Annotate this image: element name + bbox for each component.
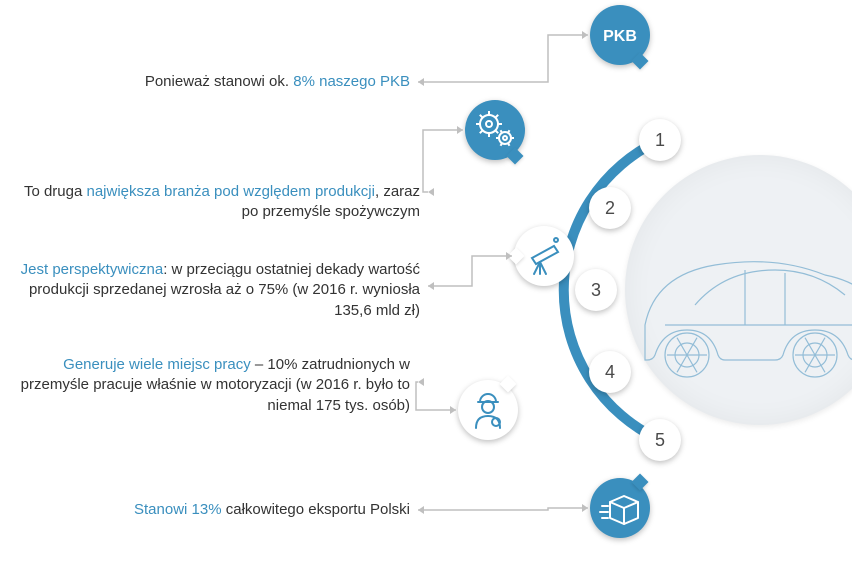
text-t3: Jest perspektywiczna: w przeciągu ostatn… bbox=[20, 260, 420, 321]
step-number-1: 1 bbox=[639, 119, 681, 161]
text-t4: Generuje wiele miejsc pracy – 10% zatrud… bbox=[20, 355, 410, 416]
svg-text:PKB: PKB bbox=[603, 28, 637, 45]
text-t5: Stanowi 13% całkowitego eksportu Polski bbox=[20, 500, 410, 520]
text-t1: Ponieważ stanowi ok. 8% naszego PKB bbox=[20, 72, 410, 92]
step-number-4: 4 bbox=[589, 351, 631, 393]
step-number-2: 2 bbox=[589, 187, 631, 229]
step-number-3: 3 bbox=[575, 269, 617, 311]
car-illustration-circle bbox=[625, 155, 852, 425]
step-number-5: 5 bbox=[639, 419, 681, 461]
text-t2: To druga największa branża pod względem … bbox=[20, 182, 420, 223]
infographic-stage: 12 3 45 PKB Ponieważ stanowi ok. 8% naszego … bbox=[0, 0, 852, 572]
